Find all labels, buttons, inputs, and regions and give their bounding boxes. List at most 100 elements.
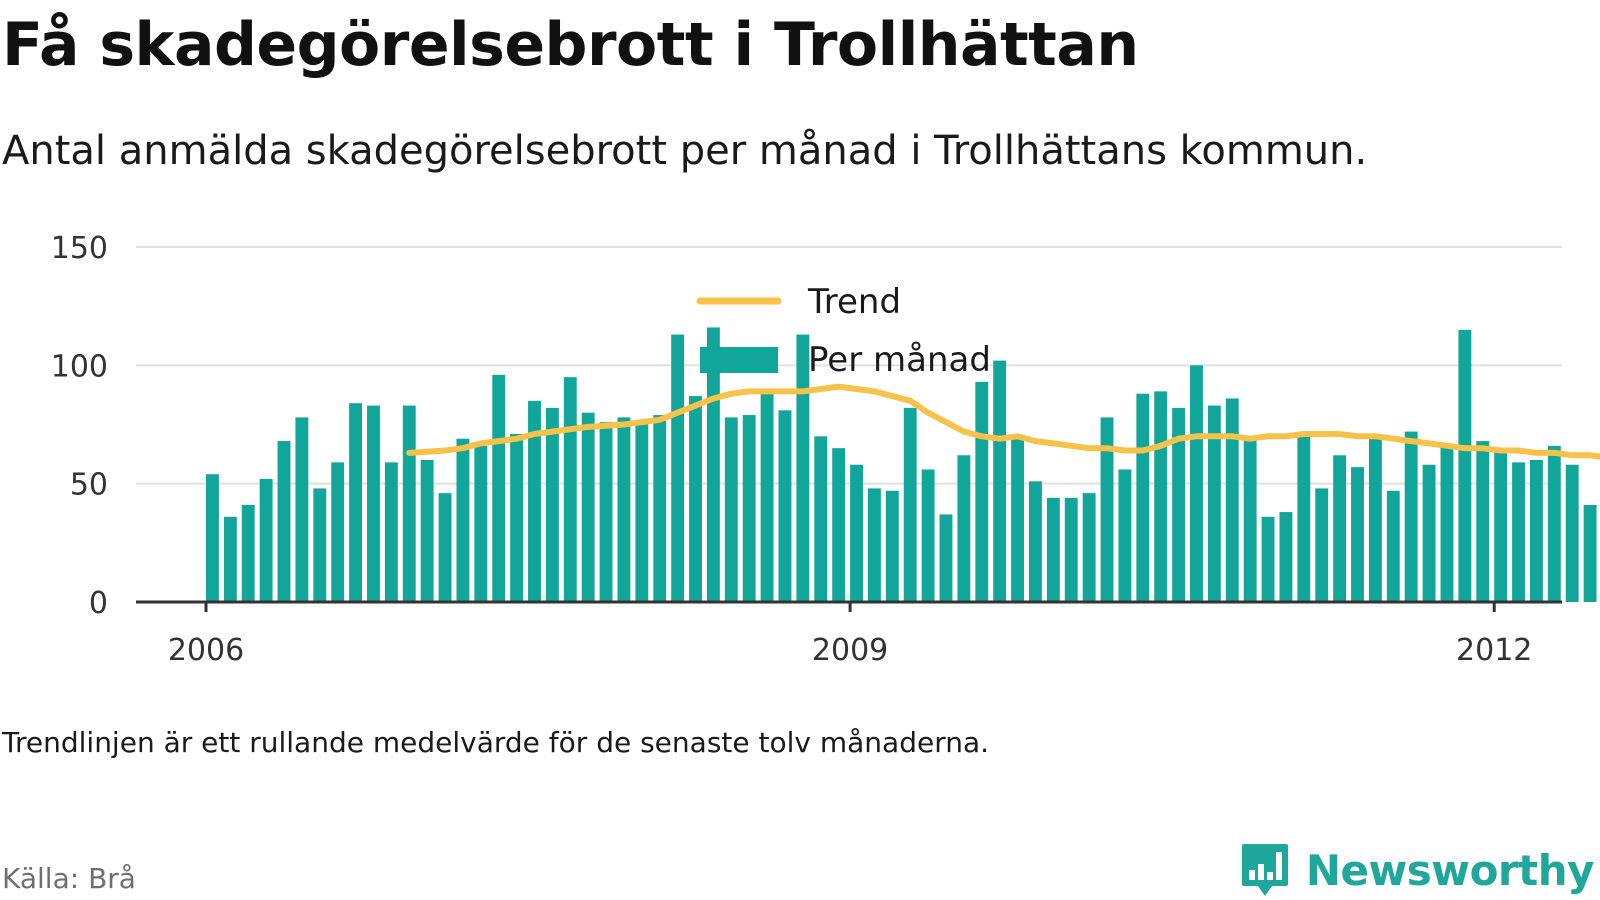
bar [993, 360, 1007, 602]
x-tick-label: 2012 [1456, 633, 1532, 668]
bar [456, 438, 470, 602]
bar [402, 405, 416, 602]
bar [832, 448, 846, 602]
bar [223, 516, 237, 602]
bar [742, 415, 756, 602]
bar [1333, 455, 1347, 602]
bar [1100, 417, 1114, 602]
bar [581, 412, 595, 602]
bar [1440, 445, 1454, 602]
trend-series [406, 383, 1600, 460]
bar [1136, 393, 1150, 602]
bar [850, 464, 863, 602]
bar [1547, 445, 1561, 602]
bar [1207, 405, 1221, 602]
bar [206, 474, 219, 602]
bar [241, 504, 255, 602]
legend-label: Per månad [808, 340, 991, 380]
bar [1494, 448, 1508, 602]
bar [492, 374, 506, 602]
bar [1279, 512, 1293, 602]
chart-title: Få skadegörelsebrott i Trollhättan [2, 10, 1139, 80]
bar [295, 417, 309, 602]
axes: 0501001502006200920122015201820212024 [51, 231, 1562, 668]
bar [1565, 464, 1579, 602]
bar [474, 445, 488, 602]
bar [367, 405, 380, 602]
bar [1243, 436, 1257, 602]
bar [384, 462, 398, 602]
bar [671, 334, 685, 602]
y-tick-label: 0 [89, 586, 108, 621]
bar [760, 393, 774, 602]
bar [1225, 398, 1239, 602]
bar [1422, 464, 1436, 602]
bar [1315, 488, 1329, 602]
bar [653, 415, 667, 602]
bar [349, 403, 363, 602]
y-tick-label: 50 [70, 468, 108, 503]
brand-logo: Newsworthy [1240, 842, 1595, 898]
y-tick-label: 150 [51, 231, 108, 266]
bar-chart-logo-icon [1241, 844, 1288, 896]
bar [1064, 497, 1078, 602]
bar [259, 478, 273, 602]
bar [331, 462, 345, 602]
bar [635, 424, 649, 602]
bar [1011, 438, 1025, 602]
bar [689, 396, 702, 602]
bar [1351, 467, 1364, 602]
bar [1297, 433, 1311, 602]
bar [1172, 407, 1186, 602]
bar [796, 334, 810, 602]
bar [1583, 504, 1597, 602]
bar [1029, 481, 1042, 602]
chart-subtitle: Antal anmälda skadegörelsebrott per måna… [2, 128, 1368, 174]
bar [1476, 441, 1490, 602]
source-label: Källa: Brå [2, 862, 136, 895]
bar [975, 381, 989, 602]
bar [545, 407, 559, 602]
bar [1404, 431, 1418, 602]
brand-name: Newsworthy [1305, 845, 1595, 895]
bar [617, 417, 631, 602]
bar [921, 469, 935, 602]
bar [885, 490, 899, 602]
bar [510, 433, 524, 602]
trend-line [406, 383, 1600, 460]
legend-label: Trend [807, 282, 901, 322]
bar [957, 455, 971, 602]
bar [313, 488, 327, 602]
legend-bar-swatch [700, 347, 778, 373]
x-tick-label: 2006 [168, 633, 244, 668]
chart-note: Trendlinjen är ett rullande medelvärde f… [2, 726, 990, 759]
bar [1261, 516, 1275, 602]
bar [420, 460, 434, 602]
bar [1190, 365, 1203, 602]
bar [438, 493, 452, 602]
bar [1118, 469, 1132, 602]
bar [867, 488, 881, 602]
bar [778, 410, 792, 602]
bar [1154, 391, 1168, 602]
bar [1529, 460, 1543, 602]
bar [528, 400, 541, 602]
bar [1512, 462, 1525, 602]
bar [814, 436, 828, 602]
bar [1082, 493, 1096, 602]
bar [1458, 329, 1472, 602]
bar-series [206, 327, 1597, 602]
bar [724, 417, 738, 602]
bar [1368, 436, 1382, 602]
legend: Trend Per månad [696, 282, 991, 380]
chart-canvas: 0501001502006200920122015201820212024 Tr… [51, 231, 1600, 668]
y-tick-label: 100 [51, 349, 108, 384]
bar [903, 407, 917, 602]
bar [599, 422, 613, 602]
bar [563, 377, 577, 602]
bar [1386, 490, 1400, 602]
bar [277, 441, 291, 602]
bar [939, 514, 953, 602]
bar [1046, 497, 1060, 602]
x-tick-label: 2009 [812, 633, 888, 668]
